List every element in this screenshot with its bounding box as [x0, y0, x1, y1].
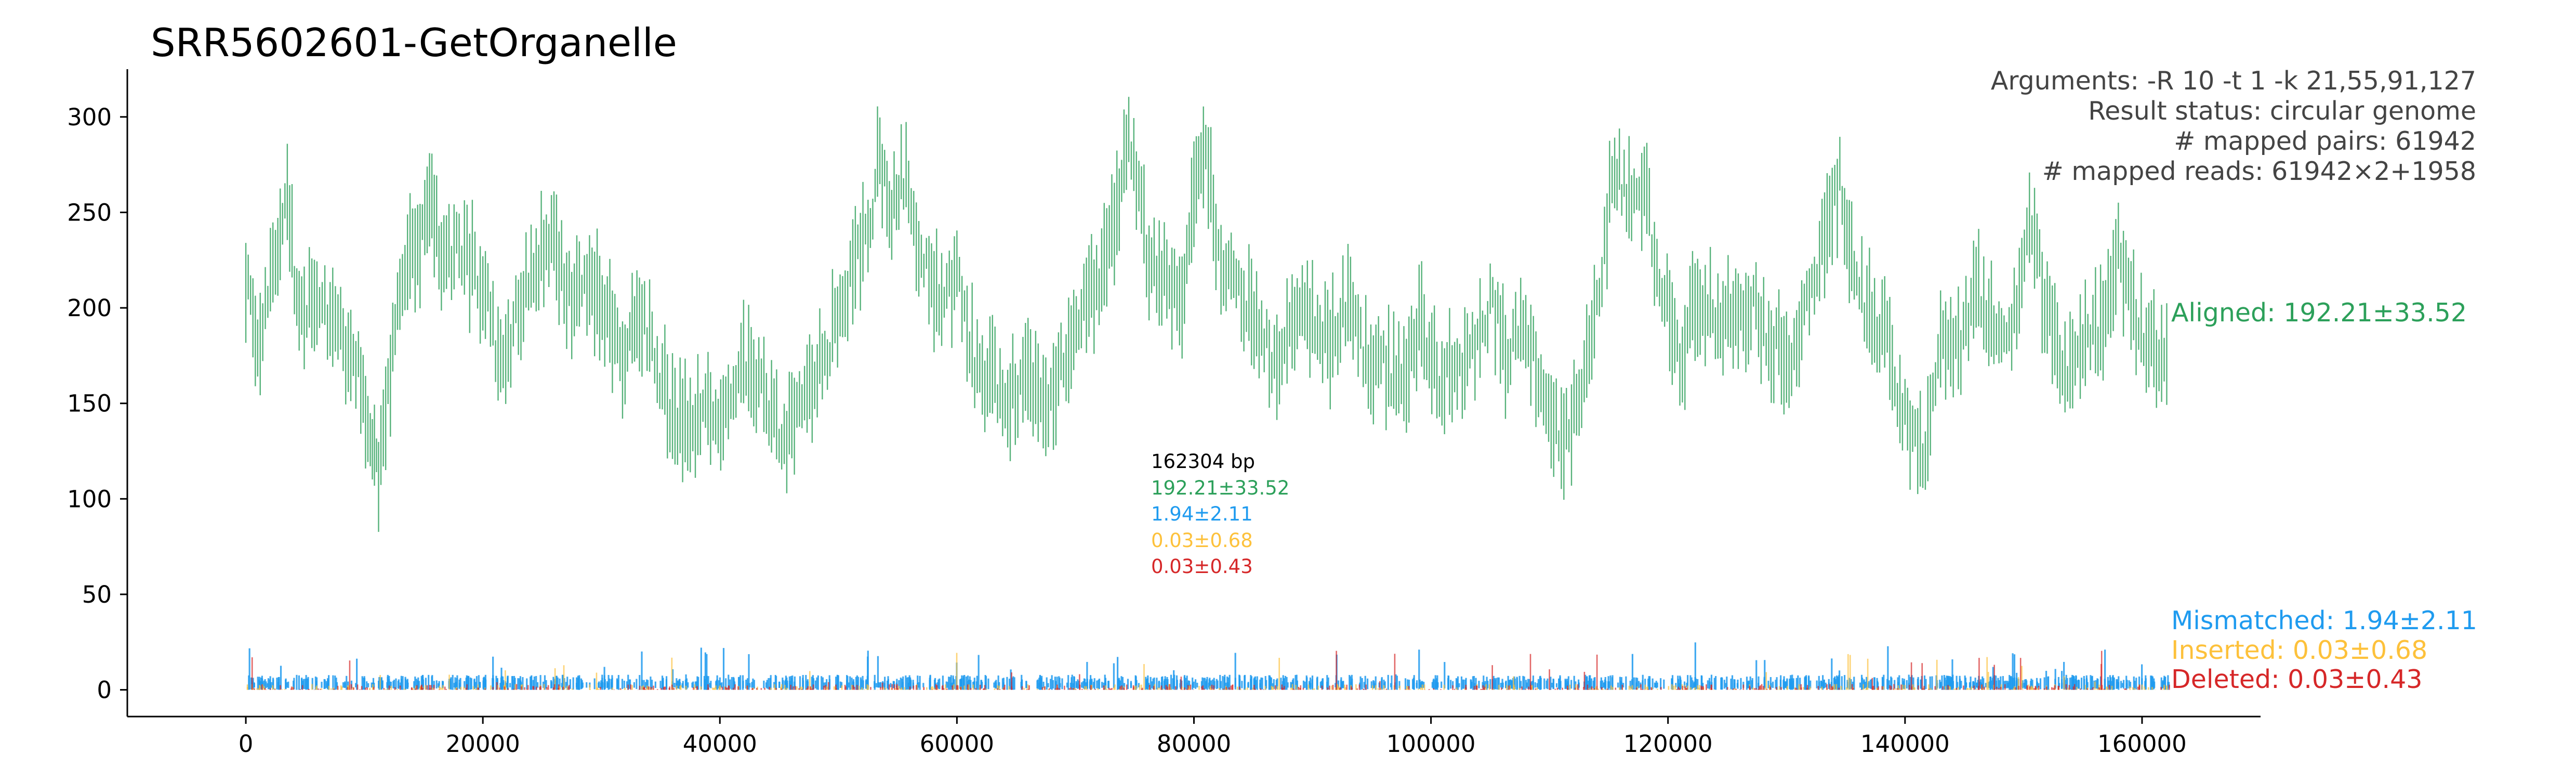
series-inserted: [246, 653, 2168, 690]
summary-inserted: 0.03±0.68: [1151, 529, 1253, 552]
center-summary: 162304 bp 192.21±33.52 1.94±2.11 0.03±0.…: [1151, 450, 1289, 578]
series-deleted: [251, 651, 2170, 690]
y-axis-ticks: 0 50 100 150 200 250 300: [67, 103, 127, 704]
x-axis-ticks: 0 20000 40000 60000 80000 100000 120000 140000 1…: [239, 717, 2187, 758]
y-tick-label: 150: [67, 390, 112, 418]
series-label-aligned: Aligned: 192.21±33.52: [2171, 298, 2467, 328]
series-label-inserted: Inserted: 0.03±0.68: [2171, 635, 2427, 665]
info-line-mapped-reads: # mapped reads: 61942×2+1958: [2042, 157, 2476, 186]
x-tick-label: 140000: [1860, 730, 1950, 758]
y-tick-label: 200: [67, 294, 112, 322]
series-label-mismatched: Mismatched: 1.94±2.11: [2171, 606, 2477, 635]
y-tick-label: 50: [82, 581, 112, 608]
y-tick-label: 0: [97, 677, 112, 704]
x-tick-label: 0: [239, 730, 254, 758]
summary-aligned: 192.21±33.52: [1151, 477, 1289, 499]
x-tick-label: 100000: [1386, 730, 1476, 758]
series-label-deleted: Deleted: 0.03±0.43: [2171, 665, 2422, 694]
x-tick-label: 20000: [446, 730, 520, 758]
x-tick-label: 80000: [1157, 730, 1231, 758]
info-line-status: Result status: circular genome: [2088, 96, 2476, 126]
x-tick-label: 120000: [1623, 730, 1713, 758]
x-tick-label: 160000: [2097, 730, 2187, 758]
x-tick-label: 40000: [683, 730, 757, 758]
info-line-arguments: Arguments: -R 10 -t 1 -k 21,55,91,127: [1991, 66, 2476, 96]
series-labels: Aligned: 192.21±33.52 Mismatched: 1.94±2…: [2171, 298, 2477, 694]
chart-title: SRR5602601-GetOrganelle: [151, 20, 677, 66]
x-tick-label: 60000: [920, 730, 994, 758]
summary-deleted: 0.03±0.43: [1151, 555, 1253, 578]
summary-mismatched: 1.94±2.11: [1151, 503, 1253, 525]
y-tick-label: 100: [67, 485, 112, 513]
info-block: Arguments: -R 10 -t 1 -k 21,55,91,127 Re…: [1991, 66, 2476, 186]
summary-length: 162304 bp: [1151, 450, 1255, 473]
plot-area: [245, 97, 2170, 690]
series-aligned: [245, 97, 2168, 532]
y-tick-label: 300: [67, 103, 112, 131]
y-tick-label: 250: [67, 199, 112, 226]
info-line-mapped-pairs: # mapped pairs: 61942: [2174, 126, 2476, 156]
